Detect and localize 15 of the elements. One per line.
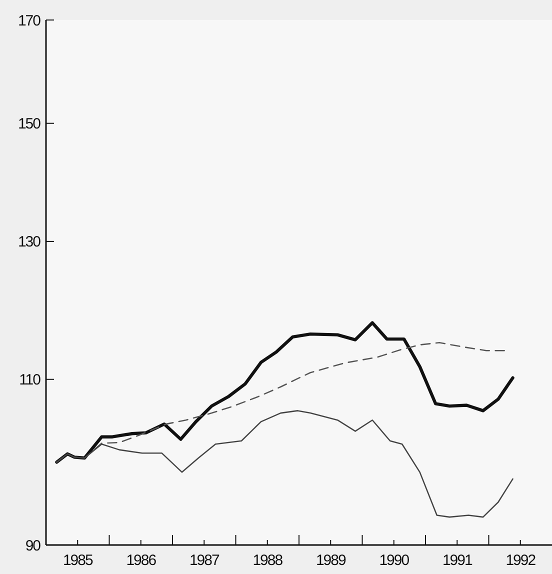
y-tick-label: 110 (19, 372, 41, 389)
x-tick-label: 1985 (62, 552, 93, 569)
y-tick-label: 150 (18, 116, 41, 133)
x-tick-label: 1986 (126, 552, 156, 569)
x-tick-label: 1988 (252, 552, 283, 569)
y-tick-label: 170 (18, 12, 41, 30)
x-tick-label: 1989 (316, 552, 346, 569)
y-tick-label: 130 (18, 234, 41, 251)
line-series (55, 321, 514, 464)
x-tick-label: 1990 (379, 552, 410, 569)
x-tick-label: 1987 (189, 552, 220, 569)
x-tick-label: 1992 (506, 552, 536, 569)
line-series (56, 410, 514, 518)
y-tick-label: 90 (25, 537, 41, 554)
x-tick-label: 1991 (442, 552, 472, 569)
